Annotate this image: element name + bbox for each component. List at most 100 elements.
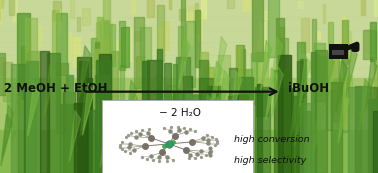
Polygon shape	[151, 104, 162, 156]
Bar	[364, 30, 376, 59]
Bar	[0, 57, 4, 75]
Bar	[74, 103, 87, 173]
Polygon shape	[199, 117, 210, 169]
Bar	[37, 26, 42, 45]
Bar	[119, 21, 125, 70]
Bar	[332, 50, 344, 55]
Polygon shape	[163, 119, 175, 171]
Bar	[257, 41, 264, 53]
Bar	[243, 0, 250, 11]
Bar	[181, 0, 184, 60]
Bar	[256, 52, 268, 116]
Bar	[40, 51, 50, 173]
Bar	[284, 88, 293, 173]
Bar	[164, 63, 171, 173]
Bar	[201, 63, 209, 80]
Bar	[102, 100, 253, 173]
Bar	[104, 22, 108, 74]
Bar	[126, 28, 131, 61]
Bar	[77, 57, 90, 173]
Bar	[278, 55, 291, 173]
Bar	[318, 56, 328, 95]
Bar	[317, 31, 320, 39]
Bar	[7, 83, 12, 127]
Bar	[132, 0, 135, 13]
Bar	[173, 100, 186, 173]
Bar	[313, 54, 319, 84]
Bar	[103, 53, 107, 117]
Bar	[156, 49, 162, 173]
Bar	[91, 69, 95, 76]
Polygon shape	[80, 85, 91, 137]
Bar	[173, 92, 183, 173]
Bar	[25, 53, 29, 104]
Bar	[157, 28, 162, 49]
Polygon shape	[313, 103, 324, 155]
Polygon shape	[82, 83, 94, 135]
Bar	[314, 43, 325, 101]
Polygon shape	[299, 55, 311, 107]
Bar	[96, 22, 100, 47]
Polygon shape	[28, 84, 39, 136]
Bar	[268, 0, 279, 57]
Bar	[178, 26, 183, 78]
Bar	[326, 83, 332, 130]
Bar	[276, 18, 284, 71]
Bar	[251, 53, 257, 104]
Bar	[343, 59, 349, 132]
Bar	[147, 60, 161, 173]
Bar	[56, 63, 68, 133]
Bar	[329, 47, 348, 59]
Bar	[103, 0, 110, 62]
Bar	[201, 0, 206, 18]
Bar	[136, 56, 144, 129]
Bar	[236, 45, 244, 116]
Bar	[315, 50, 327, 173]
Bar	[89, 110, 95, 173]
Bar	[233, 95, 248, 173]
Bar	[132, 106, 142, 173]
Polygon shape	[323, 53, 334, 105]
Bar	[87, 78, 92, 173]
Polygon shape	[122, 104, 133, 156]
Bar	[134, 17, 144, 89]
Bar	[186, 94, 198, 173]
Bar	[256, 89, 268, 116]
Bar	[166, 85, 179, 133]
Polygon shape	[215, 36, 227, 88]
Bar	[298, 1, 303, 8]
Polygon shape	[3, 105, 14, 157]
Bar	[333, 79, 344, 122]
Bar	[188, 6, 194, 21]
Bar	[70, 0, 74, 18]
Bar	[52, 10, 59, 84]
Bar	[296, 111, 311, 173]
Bar	[368, 99, 378, 173]
Bar	[329, 44, 348, 47]
Bar	[110, 24, 116, 66]
Bar	[161, 21, 169, 50]
Bar	[97, 17, 103, 59]
Bar	[143, 61, 149, 173]
Bar	[256, 54, 260, 82]
Bar	[348, 87, 361, 173]
Bar	[194, 95, 201, 173]
Bar	[25, 18, 37, 91]
Bar	[332, 82, 342, 173]
Bar	[300, 103, 314, 173]
Bar	[374, 62, 378, 105]
Bar	[255, 86, 270, 173]
Bar	[328, 60, 334, 75]
Bar	[239, 77, 253, 173]
Polygon shape	[272, 66, 283, 118]
Bar	[79, 61, 88, 173]
Bar	[187, 12, 192, 45]
Polygon shape	[125, 80, 136, 132]
Bar	[311, 52, 316, 173]
Bar	[370, 87, 377, 173]
Bar	[259, 22, 265, 48]
Bar	[373, 111, 378, 173]
Bar	[342, 17, 345, 47]
Bar	[310, 59, 316, 73]
Polygon shape	[44, 65, 56, 117]
